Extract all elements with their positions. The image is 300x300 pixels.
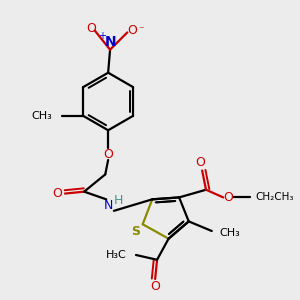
Text: O: O xyxy=(52,187,62,200)
Text: O: O xyxy=(150,280,160,293)
Text: O: O xyxy=(86,22,96,35)
Text: O: O xyxy=(223,191,233,204)
Text: CH₃: CH₃ xyxy=(32,111,52,121)
Text: H₃C: H₃C xyxy=(106,250,126,260)
Text: ⁻: ⁻ xyxy=(138,26,144,35)
Text: +: + xyxy=(98,31,106,41)
Text: N: N xyxy=(103,199,113,212)
Text: S: S xyxy=(131,226,140,238)
Text: H: H xyxy=(114,194,123,207)
Text: CH₂CH₃: CH₂CH₃ xyxy=(255,192,293,203)
Text: O: O xyxy=(103,148,113,161)
Text: N: N xyxy=(104,35,116,49)
Text: O: O xyxy=(127,24,137,37)
Text: CH₃: CH₃ xyxy=(219,228,240,238)
Text: O: O xyxy=(195,156,205,170)
